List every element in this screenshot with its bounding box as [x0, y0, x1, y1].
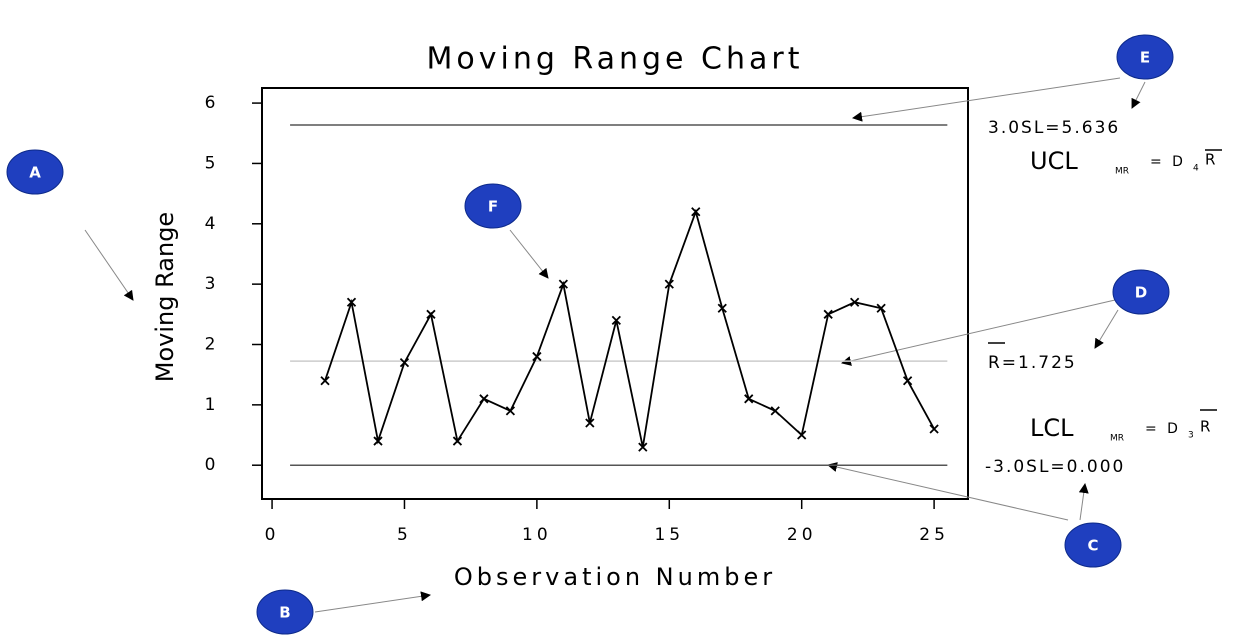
formula-index: 3 [1188, 431, 1194, 441]
formula-sub: MR [1115, 167, 1129, 177]
callout-letter: B [279, 604, 290, 622]
point [426, 309, 436, 319]
y-tick-label: 3 [205, 274, 216, 294]
reference-label: R=1.725 [988, 353, 1077, 373]
callout-letter: F [488, 198, 498, 216]
y-tick-label: 6 [205, 93, 216, 113]
x-tick-label: 0 [265, 525, 280, 545]
point [876, 303, 886, 313]
point [902, 376, 913, 386]
callout-badge [1116, 34, 1174, 80]
chart-title: Moving Range Chart [427, 42, 804, 77]
point [320, 376, 330, 386]
callout-badge [6, 149, 64, 195]
formula-sub: MR [1110, 434, 1124, 444]
point [691, 207, 701, 217]
point [797, 430, 807, 440]
formula-eq: = D [1150, 154, 1186, 170]
y-tick-label: 0 [205, 455, 216, 475]
callout-badge [256, 589, 314, 635]
y-tick-label: 5 [205, 153, 216, 173]
reference-label: -3.0SL=0.000 [985, 457, 1125, 477]
point [850, 297, 860, 307]
x-tick-label: 10 [522, 525, 552, 545]
callout-letter: E [1140, 49, 1150, 67]
formula-name: LCL [1030, 414, 1074, 442]
point [638, 442, 648, 452]
point [452, 436, 463, 446]
callout-letter: A [29, 164, 41, 182]
point [770, 406, 780, 416]
formula-index: 4 [1193, 164, 1199, 174]
y-tick-label: 1 [205, 395, 216, 415]
x-tick-label: 15 [654, 525, 684, 545]
point [823, 309, 833, 319]
point [346, 297, 357, 307]
overlines [988, 149, 1222, 411]
point [717, 303, 727, 313]
x-axis-label: Observation Number [454, 563, 776, 591]
x-tick-label: 20 [787, 525, 817, 545]
reference-label: 3.0SL=5.636 [988, 118, 1120, 138]
arrows [84, 77, 1146, 613]
y-tick-label: 4 [205, 214, 216, 234]
y-axis-label: Moving Range [151, 212, 179, 382]
point [929, 424, 939, 434]
formula-name: UCL [1030, 147, 1078, 175]
point [744, 394, 754, 404]
formula-eq: = D [1145, 421, 1181, 437]
x-tick-label: 25 [919, 525, 949, 545]
formula-bar: R [1200, 418, 1210, 436]
point [373, 436, 383, 446]
x-tick-label: 5 [397, 525, 412, 545]
y-tick-label: 2 [205, 334, 216, 354]
series-line [324, 208, 935, 448]
callout-letter: D [1135, 284, 1147, 302]
callout-badge [464, 183, 522, 229]
point [532, 351, 542, 362]
callout-badge [1112, 269, 1170, 315]
callout-badge [1064, 522, 1122, 568]
callout-letter: C [1087, 537, 1098, 555]
point [505, 406, 516, 416]
point [664, 279, 674, 289]
point [585, 418, 595, 428]
point [558, 279, 568, 289]
point [399, 357, 410, 368]
point [611, 315, 621, 325]
formula-bar: R [1205, 151, 1215, 169]
point [479, 394, 489, 404]
plot-frame [261, 87, 969, 500]
